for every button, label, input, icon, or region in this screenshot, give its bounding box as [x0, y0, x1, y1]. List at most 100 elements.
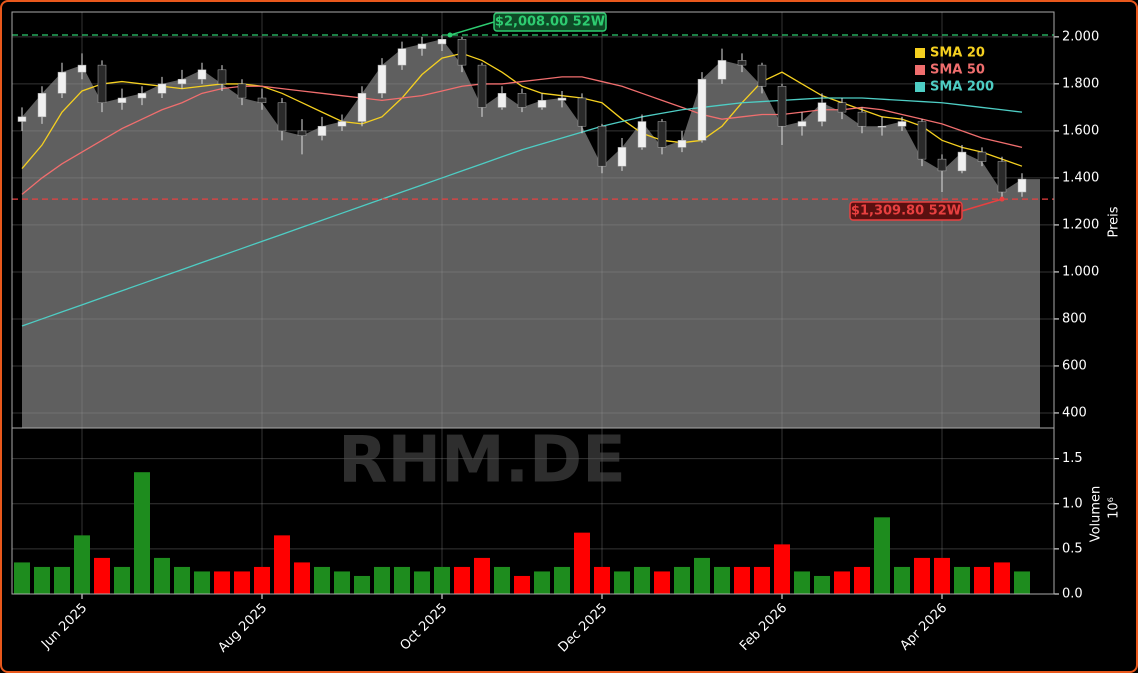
candle-body: [137, 93, 147, 99]
candle-body: [537, 100, 547, 108]
candle-body: [997, 161, 1007, 193]
arrow-head: [447, 32, 453, 38]
y-tick-label: 800: [1062, 311, 1087, 326]
candle-body: [437, 39, 447, 45]
candle-body: [697, 78, 707, 141]
y-tick-label: 1.0: [1062, 496, 1083, 511]
candle-body: [497, 93, 507, 108]
candle-body: [597, 125, 607, 167]
volume-bar: [74, 535, 90, 594]
candle-body: [617, 147, 627, 167]
volume-bar: [134, 472, 150, 594]
candle-body: [757, 64, 767, 87]
volume-bar: [174, 566, 190, 594]
y-tick-label: 0.0: [1062, 587, 1083, 602]
volume-bar: [474, 557, 490, 594]
volume-bar: [514, 575, 530, 594]
candle-body: [177, 78, 187, 85]
volume-bar: [394, 566, 410, 594]
volume-bar: [954, 566, 970, 594]
y-axis-label: Preis: [1107, 206, 1122, 237]
candle-body: [517, 93, 527, 108]
candle-body: [237, 83, 247, 99]
volume-bar: [634, 566, 650, 594]
candle-body: [837, 102, 847, 113]
arrow-head: [999, 196, 1005, 202]
legend-label: SMA 200: [930, 80, 994, 95]
volume-bar: [934, 557, 950, 594]
volume-bar: [854, 566, 870, 594]
candle-body: [677, 140, 687, 148]
candle-body: [557, 97, 567, 101]
annotation-arrow: [449, 21, 495, 36]
candle-body: [337, 121, 347, 127]
volume-bar: [434, 566, 450, 594]
volume-bar: [674, 566, 690, 594]
volume-bar: [614, 571, 630, 594]
y-tick-label: 400: [1062, 405, 1087, 420]
candle-body: [317, 125, 327, 136]
candle-body: [937, 158, 947, 172]
volume-bar: [654, 571, 670, 594]
volume-bar: [734, 566, 750, 594]
volume-bar: [894, 566, 910, 594]
volume-bar: [414, 571, 430, 594]
candle-body: [377, 64, 387, 94]
volume-bar: [754, 566, 770, 594]
x-tick-label: Jun 2025: [38, 601, 90, 653]
candle-body: [577, 97, 587, 127]
volume-bar: [54, 566, 70, 594]
y-tick-label: 1.400: [1062, 170, 1099, 185]
volume-bar: [234, 571, 250, 594]
annotation-label: $1,309.80 52W: [851, 204, 961, 219]
candle-body: [797, 121, 807, 127]
candle-body: [197, 69, 207, 80]
candle-body: [877, 125, 887, 128]
candle-body: [257, 97, 267, 103]
watermark: RHM.DE: [338, 424, 626, 498]
volume-bar: [114, 566, 130, 594]
legend-swatch: [915, 82, 925, 92]
x-tick-label: Oct 2025: [397, 601, 450, 654]
volume-bar: [454, 566, 470, 594]
candle-body: [17, 116, 27, 122]
candle-body: [477, 64, 487, 108]
volume-bar: [374, 566, 390, 594]
volume-bar: [974, 566, 990, 594]
candle-body: [57, 71, 67, 94]
y-tick-label: 1.600: [1062, 123, 1099, 138]
price-area: [22, 39, 1040, 428]
annotation-arrow: [961, 198, 1003, 212]
volume-bar: [354, 575, 370, 594]
volume-bar: [94, 557, 110, 594]
candle-body: [857, 111, 867, 127]
volume-bar: [494, 566, 510, 594]
candle-body: [777, 86, 787, 127]
candle-body: [77, 64, 87, 73]
volume-bar: [554, 566, 570, 594]
volume-bar: [294, 562, 310, 594]
x-tick-label: Apr 2026: [897, 601, 950, 654]
x-tick-label: Aug 2025: [215, 601, 270, 656]
volume-bar: [274, 535, 290, 594]
candle-body: [157, 83, 167, 94]
volume-bar: [714, 566, 730, 594]
candle-body: [457, 39, 467, 66]
y-tick-label: 0.5: [1062, 541, 1083, 556]
volume-bar: [334, 571, 350, 594]
volume-bar: [774, 544, 790, 594]
candle-body: [1017, 178, 1027, 193]
volume-bar: [154, 557, 170, 594]
candle-body: [397, 48, 407, 66]
plot-frame: [11, 427, 1055, 595]
volume-bar: [814, 575, 830, 594]
legend-label: SMA 50: [930, 63, 985, 78]
candle-body: [957, 151, 967, 172]
volume-bar: [994, 562, 1010, 594]
candle-body: [917, 121, 927, 160]
volume-bar: [314, 566, 330, 594]
y-tick-label: 2.000: [1062, 29, 1099, 44]
volume-bar: [594, 566, 610, 594]
legend-label: SMA 20: [930, 46, 985, 61]
